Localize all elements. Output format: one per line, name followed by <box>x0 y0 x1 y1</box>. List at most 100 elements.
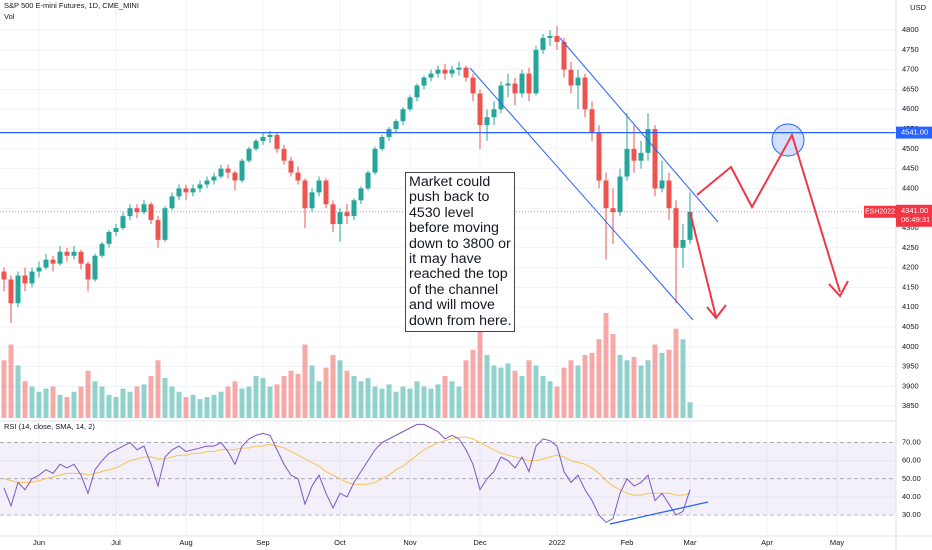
volume-bar <box>127 391 133 418</box>
candle-body <box>225 168 231 173</box>
candle-body <box>568 69 574 86</box>
volume-bar <box>407 388 413 418</box>
candle-body <box>43 259 49 268</box>
x-tick-label: Oct <box>334 538 347 547</box>
volume-bar <box>358 381 364 418</box>
volume-bar <box>330 355 336 418</box>
candle-body <box>323 180 329 205</box>
volume-bar <box>463 360 469 418</box>
volume-bar <box>309 365 315 418</box>
volume-bar <box>78 386 84 418</box>
candle-body <box>582 77 588 110</box>
candle-body <box>78 251 84 264</box>
volume-bar <box>71 391 77 418</box>
currency: USD <box>910 3 926 12</box>
volume-bar <box>302 344 308 418</box>
x-tick-label: Dec <box>473 538 487 547</box>
rsi-tick-label: 60.00 <box>902 456 921 465</box>
volume-bar <box>561 367 567 418</box>
volume-bar <box>372 386 378 418</box>
volume-bar <box>631 357 637 418</box>
volume-bar <box>519 376 525 418</box>
x-tick-label: Mar <box>684 538 697 547</box>
volume-bar <box>162 378 168 418</box>
candle-body <box>547 36 553 39</box>
volume-bar <box>687 402 693 418</box>
candle-body <box>190 188 196 193</box>
candle-body <box>246 148 252 161</box>
candle-body <box>1 271 7 280</box>
y-tick-label: 4750 <box>902 45 919 54</box>
rsi-trendline <box>609 501 709 525</box>
volume-bar <box>260 378 266 418</box>
volume-bar <box>435 384 441 418</box>
volume-bar <box>148 376 154 418</box>
candle-body <box>379 136 385 149</box>
volume-bar <box>351 376 357 418</box>
price-line-label-box <box>896 126 932 139</box>
candle-body <box>351 200 357 217</box>
candle-body <box>176 188 182 197</box>
volume-bar <box>225 386 231 418</box>
y-tick-label: 4600 <box>902 104 919 113</box>
volume-bar <box>582 355 588 418</box>
volume-bar <box>316 381 322 418</box>
volume-bar <box>106 394 112 418</box>
volume-bar <box>666 349 672 418</box>
candle-body <box>127 208 133 217</box>
candle-body <box>428 73 434 78</box>
candle-body <box>540 38 546 50</box>
candle-body <box>624 148 630 177</box>
volume-bar <box>575 365 581 418</box>
volume-bar <box>8 344 14 418</box>
volume-bar <box>211 394 217 418</box>
x-tick-label: Jul <box>111 538 121 547</box>
candle-body <box>106 231 112 244</box>
candle-body <box>267 134 273 137</box>
candle-body <box>407 97 413 110</box>
volume-title: Vol <box>4 12 15 21</box>
candle-body <box>687 211 693 240</box>
x-tick-label: Sep <box>256 538 269 547</box>
volume-bar <box>204 397 210 418</box>
volume-bar <box>477 328 483 418</box>
volume-bar <box>393 391 399 418</box>
volume-bar <box>414 381 420 418</box>
x-tick-label: 2022 <box>549 538 566 547</box>
y-tick-label: 4500 <box>902 144 919 153</box>
rsi-title: RSI (14, close, SMA, 14, 2) <box>4 422 95 431</box>
volume-bar <box>344 370 350 418</box>
volume-bar <box>337 360 343 418</box>
candle-body <box>183 188 189 193</box>
volume-bar <box>29 386 35 418</box>
y-tick-label: 4300 <box>902 223 919 232</box>
candle-body <box>631 148 637 161</box>
volume-bar <box>169 386 175 418</box>
symbol-label: ESH2022 <box>865 209 895 216</box>
candle-body <box>302 180 308 209</box>
volume-bar <box>379 388 385 418</box>
volume-bar <box>449 381 455 418</box>
candle-body <box>610 208 616 213</box>
candle-body <box>162 208 168 240</box>
candle-body <box>218 168 224 177</box>
candle-body <box>393 121 399 130</box>
candle-body <box>680 239 686 248</box>
x-tick-label: Feb <box>621 538 634 547</box>
volume-bar <box>610 334 616 418</box>
candle-body <box>253 140 259 149</box>
volume-bar <box>281 376 287 418</box>
volume-bar <box>43 388 49 418</box>
candle-body <box>330 204 336 225</box>
volume-bar <box>512 370 518 418</box>
candle-body <box>498 85 504 110</box>
y-tick-label: 4650 <box>902 84 919 93</box>
volume-bar <box>456 386 462 418</box>
price-line-label: 4541.00 <box>901 128 928 137</box>
volume-bar <box>190 394 196 418</box>
candle-body <box>260 136 266 141</box>
y-tick-label: 3950 <box>902 362 919 371</box>
target-circle <box>771 123 805 157</box>
axes: 3850 3900 3950 4000 4050 4100 4150 4200 4250 4300… <box>33 25 932 547</box>
candle-body <box>344 212 350 217</box>
